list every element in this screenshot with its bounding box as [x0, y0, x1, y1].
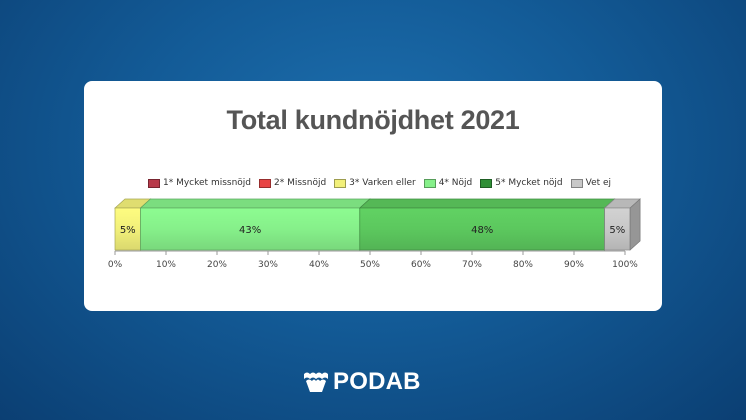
bar-segment-front [359, 207, 605, 251]
legend-swatch [570, 178, 583, 188]
legend-label: 2* Missnöjd [274, 178, 327, 188]
stacked-bar-chart: 0% 10% 20% 30% 40% 50% 60% 70% 80% 90% 100% 5% 43% 48… [108, 198, 642, 270]
legend-label: Vet ej [585, 178, 612, 188]
bar-segment-front [604, 207, 631, 251]
brand-name: PODAB [333, 368, 421, 395]
x-tick-label: 30% [258, 260, 278, 270]
bar-segment-top [139, 198, 371, 209]
legend-item: 2* Missnöjd [259, 178, 326, 188]
x-tick-label: 50% [360, 260, 380, 270]
legend-label: 4* Nöjd [438, 178, 473, 188]
data-label: 5% [609, 225, 625, 236]
chart-card: Total kundnöjdhet 2021 1* Mycket missnöj… [84, 81, 662, 311]
legend-swatch [259, 178, 272, 188]
legend-item: 1* Mycket missnöjd [148, 178, 251, 188]
bar-segment-front [114, 207, 141, 251]
bar-segment [603, 198, 642, 251]
chart-title: Total kundnöjdhet 2021 [226, 105, 520, 135]
x-tick-label: 90% [564, 260, 584, 270]
x-tick-label: 70% [462, 260, 482, 270]
legend-swatch [423, 178, 436, 188]
legend-label: 5* Mycket nöjd [495, 178, 563, 188]
legend-item: 4* Nöjd [423, 178, 473, 188]
legend-item: 3* Varken eller [334, 178, 416, 188]
bar-segment-side [629, 198, 641, 251]
x-tick-label: 40% [309, 260, 329, 270]
legend-label: 3* Varken eller [349, 178, 416, 188]
x-tick-label: 100% [612, 260, 638, 270]
x-tick-label: 10% [156, 260, 176, 270]
data-label: 48% [471, 225, 493, 236]
bar-segment [358, 198, 616, 251]
legend-label: 1* Mycket missnöjd [163, 178, 252, 188]
x-tick-label: 80% [513, 260, 533, 270]
legend-item: 5* Mycket nöjd [480, 178, 563, 188]
legend-item: Vet ej [570, 178, 612, 188]
podab-wave-icon [304, 372, 328, 392]
legend-swatch [334, 178, 347, 188]
legend-swatch [148, 178, 160, 188]
x-tick-label: 0% [108, 260, 123, 270]
bar-segment-front [140, 207, 361, 251]
chart-legend: 1* Mycket missnöjd 2* Missnöjd 3* Varken… [148, 177, 611, 189]
x-tick-label: 20% [207, 260, 227, 270]
brand-logo: PODAB [303, 368, 421, 396]
data-label: 43% [239, 225, 261, 236]
bar-segment-top [358, 198, 616, 209]
legend-swatch [480, 178, 493, 188]
x-tick-label: 60% [411, 260, 431, 270]
data-label: 5% [120, 225, 136, 236]
